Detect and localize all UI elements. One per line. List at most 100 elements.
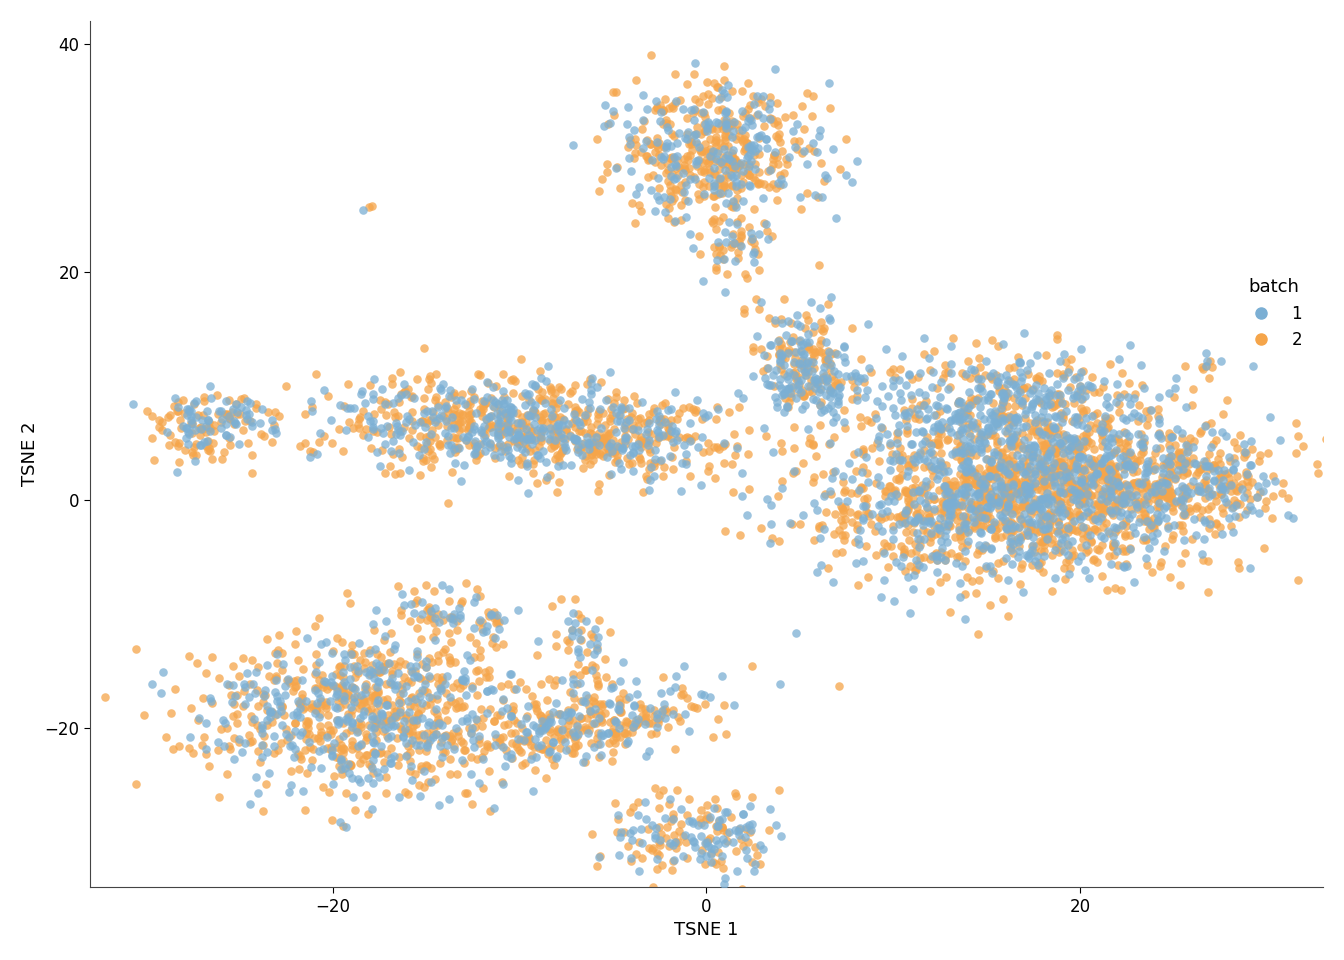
- Point: [804, 374, 825, 390]
- Point: [676, 149, 698, 164]
- Point: [396, 722, 418, 737]
- Point: [1107, 468, 1129, 484]
- Point: [1011, 450, 1032, 466]
- Point: [706, 824, 727, 839]
- Point: [1137, 494, 1159, 510]
- Point: [441, 420, 462, 436]
- Point: [482, 392, 504, 407]
- Point: [743, 202, 765, 217]
- Point: [816, 367, 837, 382]
- Point: [864, 523, 886, 539]
- Point: [867, 468, 888, 484]
- Point: [597, 116, 618, 132]
- Point: [415, 660, 437, 675]
- Point: [792, 348, 813, 363]
- Point: [1052, 486, 1074, 501]
- Point: [422, 717, 444, 732]
- Point: [664, 425, 685, 441]
- Point: [347, 694, 368, 709]
- Point: [450, 595, 472, 611]
- Point: [176, 430, 198, 445]
- Point: [953, 445, 974, 461]
- Point: [289, 748, 310, 763]
- Point: [913, 397, 934, 413]
- Point: [673, 152, 695, 167]
- Point: [625, 72, 646, 87]
- Point: [589, 446, 610, 462]
- Point: [1189, 484, 1211, 499]
- Point: [450, 733, 472, 749]
- Point: [961, 574, 982, 589]
- Point: [754, 420, 775, 436]
- Point: [976, 353, 997, 369]
- Point: [1036, 495, 1058, 511]
- Point: [1042, 477, 1063, 492]
- Point: [1098, 430, 1120, 445]
- Point: [1149, 559, 1171, 574]
- Point: [257, 658, 278, 673]
- Point: [660, 448, 681, 464]
- Point: [425, 716, 446, 732]
- Point: [376, 697, 398, 712]
- Point: [425, 393, 446, 408]
- Point: [762, 151, 784, 166]
- Point: [469, 649, 491, 664]
- Point: [818, 360, 840, 375]
- Point: [1009, 511, 1031, 526]
- Point: [496, 440, 517, 455]
- Point: [355, 395, 376, 410]
- Point: [289, 701, 310, 716]
- Point: [567, 624, 589, 639]
- Point: [465, 439, 487, 454]
- Point: [1083, 459, 1105, 474]
- Point: [469, 732, 491, 747]
- Point: [636, 421, 657, 437]
- Point: [1043, 420, 1064, 436]
- Point: [235, 407, 257, 422]
- Point: [414, 420, 435, 435]
- Point: [181, 425, 203, 441]
- Point: [669, 802, 691, 817]
- Point: [723, 236, 745, 252]
- Point: [1175, 399, 1196, 415]
- Point: [1249, 453, 1270, 468]
- Point: [571, 437, 593, 452]
- Point: [868, 453, 890, 468]
- Point: [524, 762, 546, 778]
- Point: [973, 428, 995, 444]
- Point: [1058, 519, 1079, 535]
- Point: [578, 699, 599, 714]
- Point: [982, 466, 1004, 481]
- Point: [281, 728, 302, 743]
- Point: [624, 215, 645, 230]
- Point: [1062, 516, 1083, 531]
- Point: [1109, 508, 1130, 523]
- Point: [996, 527, 1017, 542]
- Point: [818, 75, 840, 90]
- Point: [1052, 445, 1074, 461]
- Point: [1094, 531, 1116, 546]
- Point: [610, 399, 632, 415]
- Point: [579, 400, 601, 416]
- Point: [445, 456, 466, 471]
- Point: [558, 642, 579, 658]
- Point: [598, 735, 620, 751]
- Point: [458, 407, 480, 422]
- Point: [673, 159, 695, 175]
- Point: [954, 554, 976, 569]
- Point: [669, 178, 691, 193]
- Point: [243, 711, 265, 727]
- Point: [767, 489, 789, 504]
- Point: [989, 507, 1011, 522]
- Point: [681, 142, 703, 157]
- Point: [825, 346, 847, 361]
- Point: [431, 670, 453, 685]
- Point: [406, 659, 427, 674]
- Point: [571, 460, 593, 475]
- Point: [1099, 478, 1121, 493]
- Point: [602, 754, 624, 769]
- Point: [1004, 411, 1025, 426]
- Point: [1133, 514, 1154, 529]
- Point: [1066, 431, 1087, 446]
- Point: [1001, 533, 1023, 548]
